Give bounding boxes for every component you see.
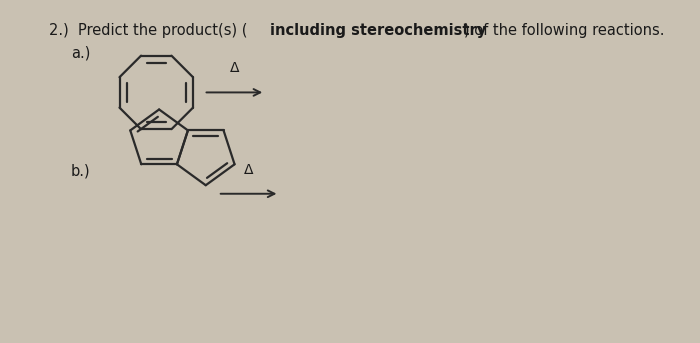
Text: Δ: Δ [230,61,239,75]
Text: b.): b.) [71,164,91,178]
Text: including stereochemistry: including stereochemistry [270,23,486,38]
Text: Δ: Δ [244,163,253,177]
Text: a.): a.) [71,45,90,60]
Text: ) of the following reactions.: ) of the following reactions. [464,23,664,38]
Text: 2.)  Predict the product(s) (: 2.) Predict the product(s) ( [49,23,248,38]
